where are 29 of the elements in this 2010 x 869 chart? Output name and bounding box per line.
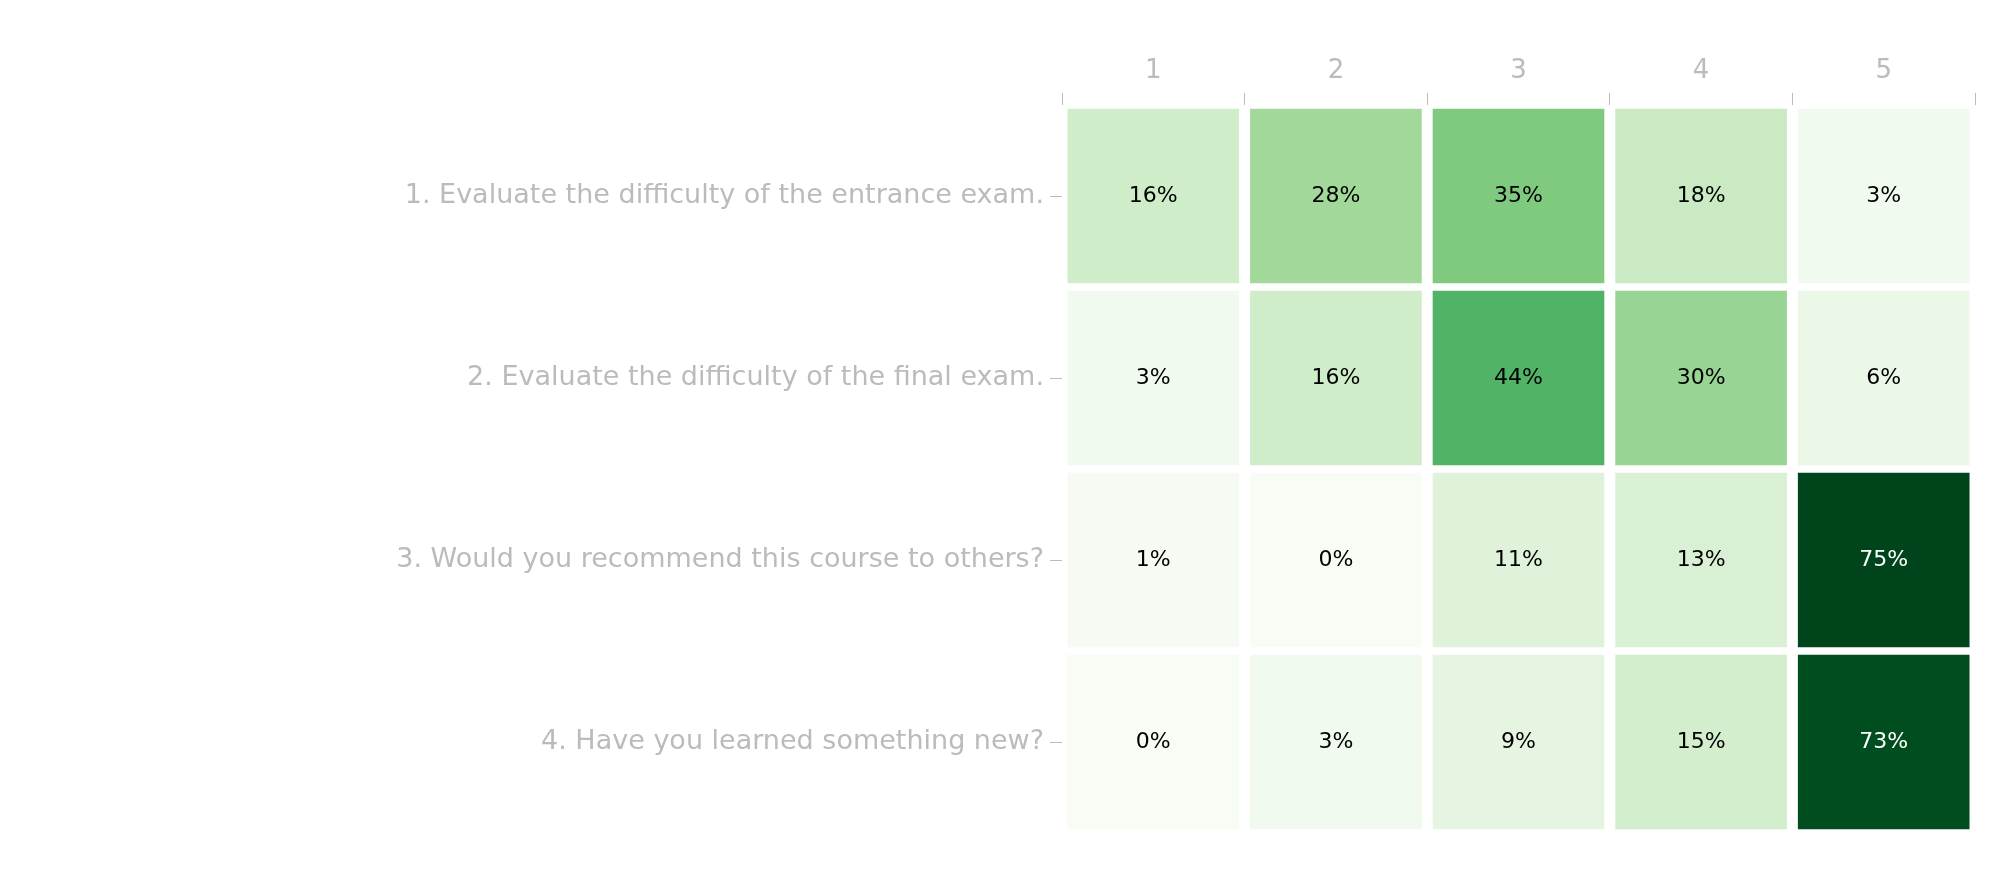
data-label: 16% xyxy=(1311,363,1361,389)
x-tick-label: 5 xyxy=(1875,54,1892,85)
data-label: 13% xyxy=(1676,545,1726,571)
data-label: 3% xyxy=(1866,181,1902,207)
y-tick-label: 3. Would you recommend this course to others? xyxy=(396,542,1044,574)
data-label: 30% xyxy=(1676,363,1726,389)
data-label: 6% xyxy=(1866,363,1902,389)
x-tick-label: 2 xyxy=(1327,54,1345,85)
data-label: 44% xyxy=(1494,363,1543,389)
data-label: 18% xyxy=(1676,181,1726,207)
data-label: 1% xyxy=(1135,545,1171,571)
x-tick-label: 4 xyxy=(1692,54,1710,85)
y-tick-label: 4. Have you learned something new? xyxy=(541,724,1044,756)
data-label: 28% xyxy=(1311,181,1361,207)
data-label: 3% xyxy=(1318,727,1354,753)
data-label: 73% xyxy=(1859,727,1909,753)
data-label: 0% xyxy=(1318,545,1354,571)
data-label: 0% xyxy=(1135,727,1171,753)
data-label: 16% xyxy=(1128,181,1178,207)
data-label: 15% xyxy=(1676,727,1726,753)
data-label: 75% xyxy=(1859,545,1909,571)
x-tick-label: 3 xyxy=(1510,54,1527,85)
data-label: 9% xyxy=(1501,727,1536,753)
data-label: 11% xyxy=(1494,545,1543,571)
y-tick-label: 1. Evaluate the difficulty of the entrance exam. xyxy=(404,178,1044,210)
data-label: 35% xyxy=(1494,181,1543,207)
x-tick-label: 1 xyxy=(1145,54,1162,85)
data-label: 3% xyxy=(1135,363,1171,389)
y-tick-label: 2. Evaluate the difficulty of the final exam. xyxy=(467,360,1044,392)
